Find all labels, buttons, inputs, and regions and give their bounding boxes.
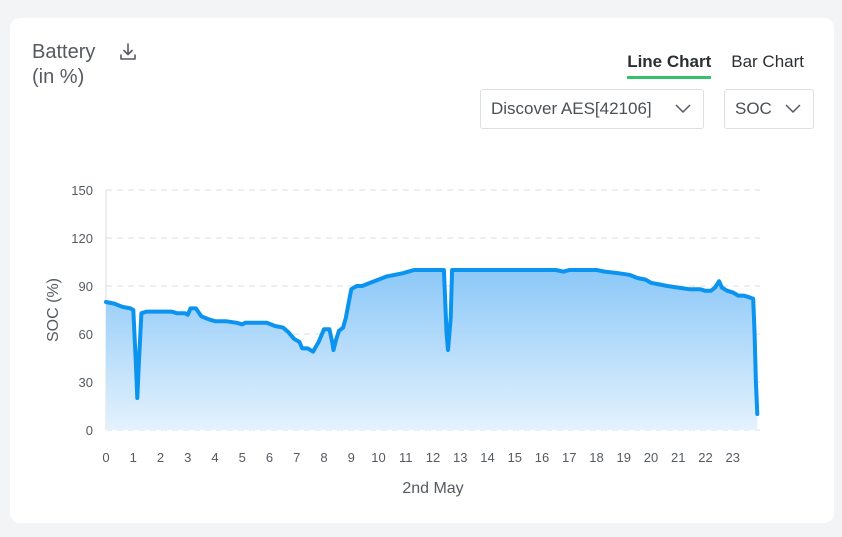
x-tick-label: 19 (617, 450, 631, 465)
x-tick-label: 14 (480, 450, 494, 465)
x-tick-label: 21 (671, 450, 685, 465)
x-axis-ticks: 0 1 2 3 4 5 6 7 8 9 10 11 12 13 14 15 16 17 18 19 20 21 22 23 (102, 450, 740, 465)
y-tick-label: 90 (79, 279, 93, 294)
x-tick-label: 10 (371, 450, 385, 465)
x-tick-label: 3 (184, 450, 191, 465)
x-tick-label: 16 (535, 450, 549, 465)
y-tick-label: 120 (71, 231, 93, 246)
chart-type-tabs: Line Chart Bar Chart (627, 52, 804, 79)
download-icon[interactable] (118, 42, 138, 62)
metric-select-value: SOC (735, 99, 772, 118)
x-tick-label: 12 (426, 450, 440, 465)
x-tick-label: 20 (644, 450, 658, 465)
x-tick-label: 11 (399, 450, 413, 465)
title-line-2: (in %) (32, 66, 85, 88)
x-tick-label: 23 (726, 450, 740, 465)
x-tick-label: 15 (508, 450, 522, 465)
chevron-down-icon (675, 104, 691, 114)
y-axis-title: SOC (%) (45, 278, 62, 342)
x-tick-label: 7 (293, 450, 300, 465)
chevron-down-icon (785, 104, 801, 114)
y-axis-ticks: 0 30 60 90 120 150 (71, 183, 93, 438)
y-tick-label: 0 (86, 423, 93, 438)
tab-line-chart[interactable]: Line Chart (627, 52, 712, 79)
title-line-1: Battery (32, 41, 96, 63)
y-tick-label: 60 (79, 327, 93, 342)
card-title: Battery (in %) (32, 40, 95, 90)
x-tick-label: 18 (589, 450, 603, 465)
x-tick-label: 22 (698, 450, 712, 465)
x-tick-label: 4 (211, 450, 218, 465)
device-select-value: Discover AES[42106] (491, 99, 652, 118)
battery-card: Battery (in %) Line Chart Bar Chart Disc… (10, 18, 834, 523)
x-tick-label: 17 (562, 450, 576, 465)
x-axis-title: 2nd May (402, 480, 463, 497)
x-tick-label: 8 (320, 450, 327, 465)
metric-select[interactable]: SOC (724, 89, 814, 129)
device-select[interactable]: Discover AES[42106] (480, 89, 704, 129)
tab-bar-chart[interactable]: Bar Chart (731, 52, 804, 71)
x-tick-label: 5 (239, 450, 246, 465)
series-line (104, 268, 760, 416)
x-tick-label: 6 (266, 450, 273, 465)
series-area (106, 270, 758, 430)
x-tick-label: 0 (102, 450, 109, 465)
y-tick-label: 150 (71, 183, 93, 198)
x-tick-label: 13 (453, 450, 467, 465)
x-tick-label: 2 (157, 450, 164, 465)
x-tick-label: 9 (348, 450, 355, 465)
x-tick-label: 1 (130, 450, 137, 465)
y-tick-label: 30 (79, 375, 93, 390)
